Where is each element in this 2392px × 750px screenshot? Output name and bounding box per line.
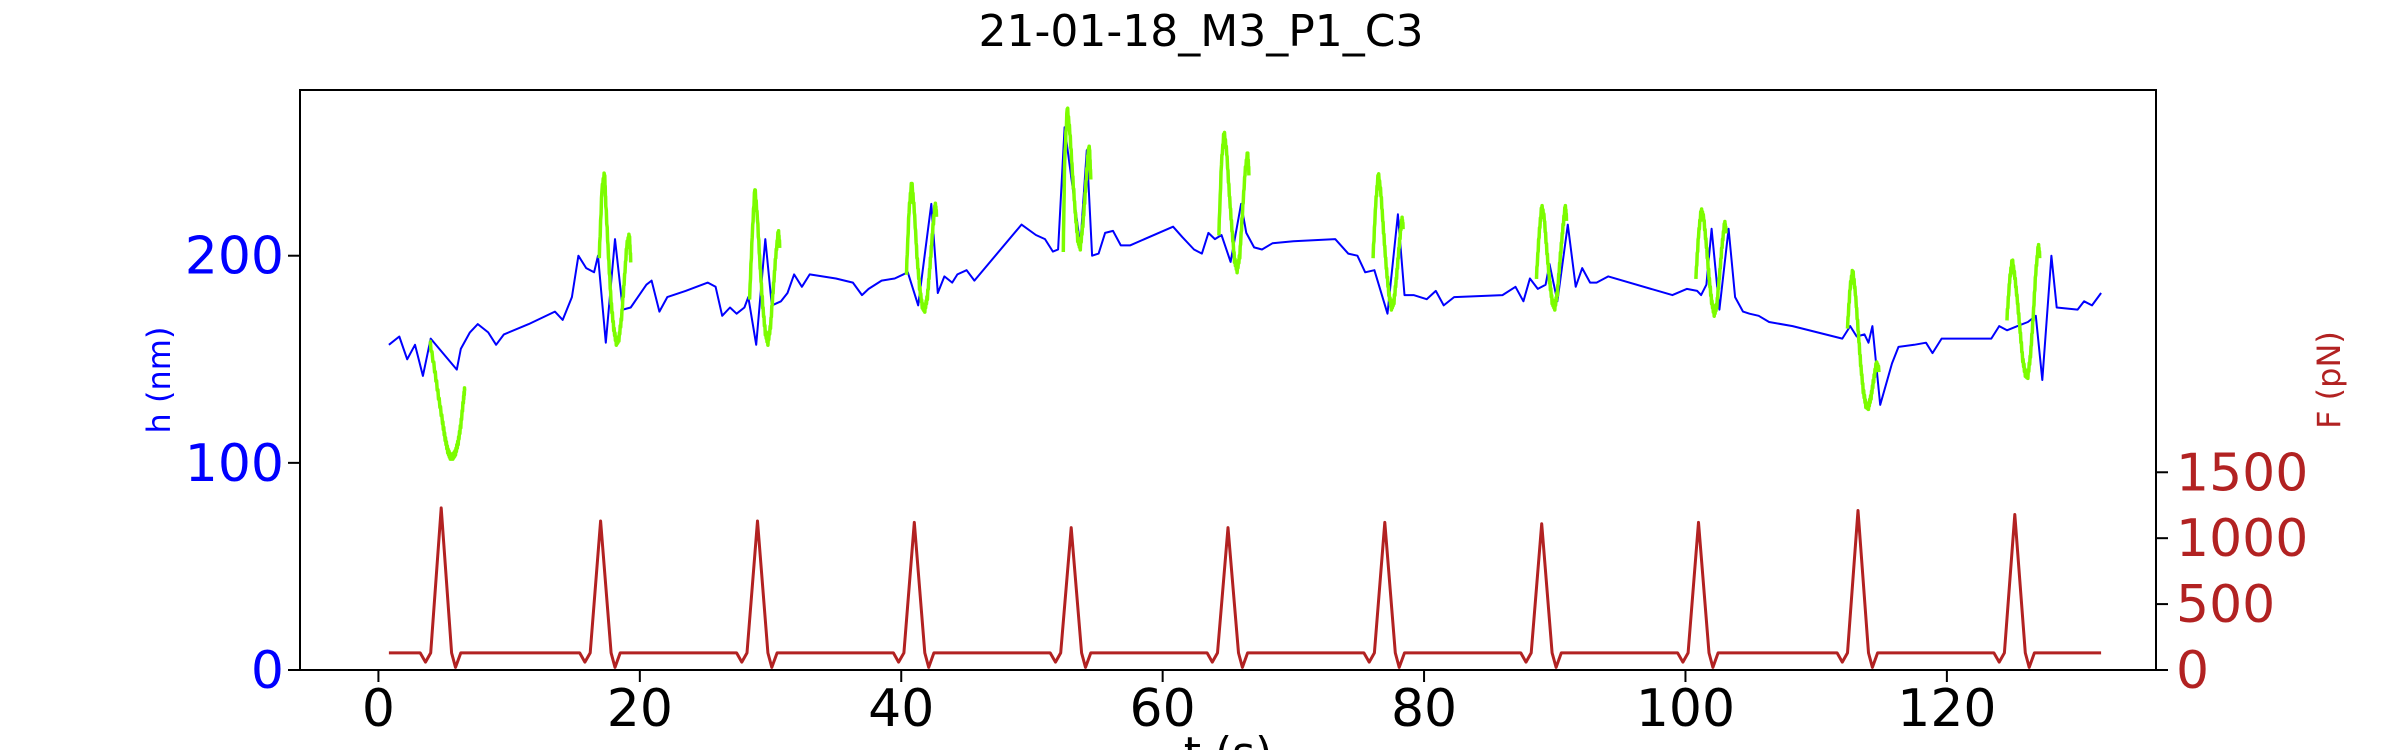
h-highlight-segment [904,181,939,314]
chart-title: 21-01-18_M3_P1_C3 [979,6,1424,57]
h-highlight-segment [428,339,467,461]
x-tick-label: 40 [868,679,934,739]
h-highlight-segment [1845,268,1881,412]
x-tick-label: 120 [1897,679,1996,739]
y-right-tick-label: 500 [2176,575,2275,635]
plot-frame [299,89,2157,671]
x-tick-label: 100 [1636,679,1735,739]
h-highlight-segment [1694,207,1728,318]
h-series-line [388,126,2102,406]
y-axis-left: 0 100 200 [185,227,300,701]
h-highlight-segment [2005,242,2042,381]
y-axis-right-label: F (pN) [2310,331,2348,429]
y-left-tick-label: 100 [185,434,284,494]
h-highlight-segment [747,188,782,347]
x-tick-label: 80 [1391,679,1457,739]
h-highlight-segment [1371,172,1405,312]
x-tick-label: 0 [362,679,395,739]
x-tick-label: 60 [1130,679,1196,739]
force-series-line [388,506,2102,669]
x-axis: 0 20 40 60 80 100 120 [362,670,1997,739]
y-left-tick-label: 200 [185,227,284,287]
y-left-tick-label: 0 [251,641,284,701]
x-tick-label: 20 [607,679,673,739]
y-right-tick-label: 0 [2176,641,2209,701]
plot-area [388,106,2102,669]
h-highlight-segment [1217,130,1251,275]
h-highlight-segment [597,171,633,347]
y-right-tick-label: 1000 [2176,509,2308,569]
h-highlight-segment [1534,203,1569,312]
x-axis-label: t (s) [1184,728,1273,750]
h-highlight-segment [1061,106,1093,253]
y-right-tick-label: 1500 [2176,443,2308,503]
y-axis-left-label: h (nm) [140,327,178,434]
